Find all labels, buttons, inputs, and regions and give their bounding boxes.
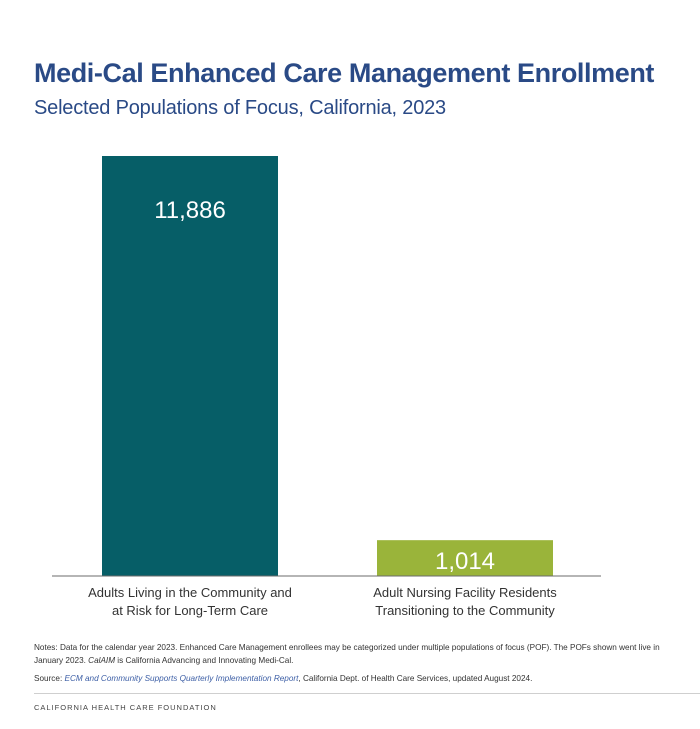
bar-value-label-2: 1,014 [435,548,495,575]
footer-divider [34,693,700,694]
bar-value-label-1: 11,886 [154,197,226,224]
notes-calaim: CalAIM [88,656,116,665]
bar-2 [377,540,553,576]
bar-1 [102,156,278,576]
chart-title: Medi-Cal Enhanced Care Management Enroll… [34,58,655,88]
source-text: Source: ECM and Community Supports Quart… [34,672,674,685]
notes-text: Notes: Data for the calendar year 2023. … [34,641,674,667]
notes-part2: is California Advancing and Innovating M… [115,656,294,665]
category-label-2-line-2: Transitioning to the Community [375,603,555,618]
chart-subtitle: Selected Populations of Focus, Californi… [34,97,446,119]
source-suffix: , California Dept. of Health Care Servic… [298,674,533,683]
source-prefix: Source: [34,674,65,683]
source-link[interactable]: ECM and Community Supports Quarterly Imp… [64,674,299,683]
category-label-2-line-1: Adult Nursing Facility Residents [373,585,557,600]
category-label-1-line-2: at Risk for Long-Term Care [112,603,268,618]
category-label-1-line-1: Adults Living in the Community and [88,585,292,600]
footer-org-name: CALIFORNIA HEALTH CARE FOUNDATION [34,703,217,712]
bar-chart: 11,886 Adults Living in the Community and… [52,156,601,618]
notes-part1: Notes: Data for the calendar year 2023. … [34,643,660,665]
notes-section: Notes: Data for the calendar year 2023. … [34,641,674,685]
